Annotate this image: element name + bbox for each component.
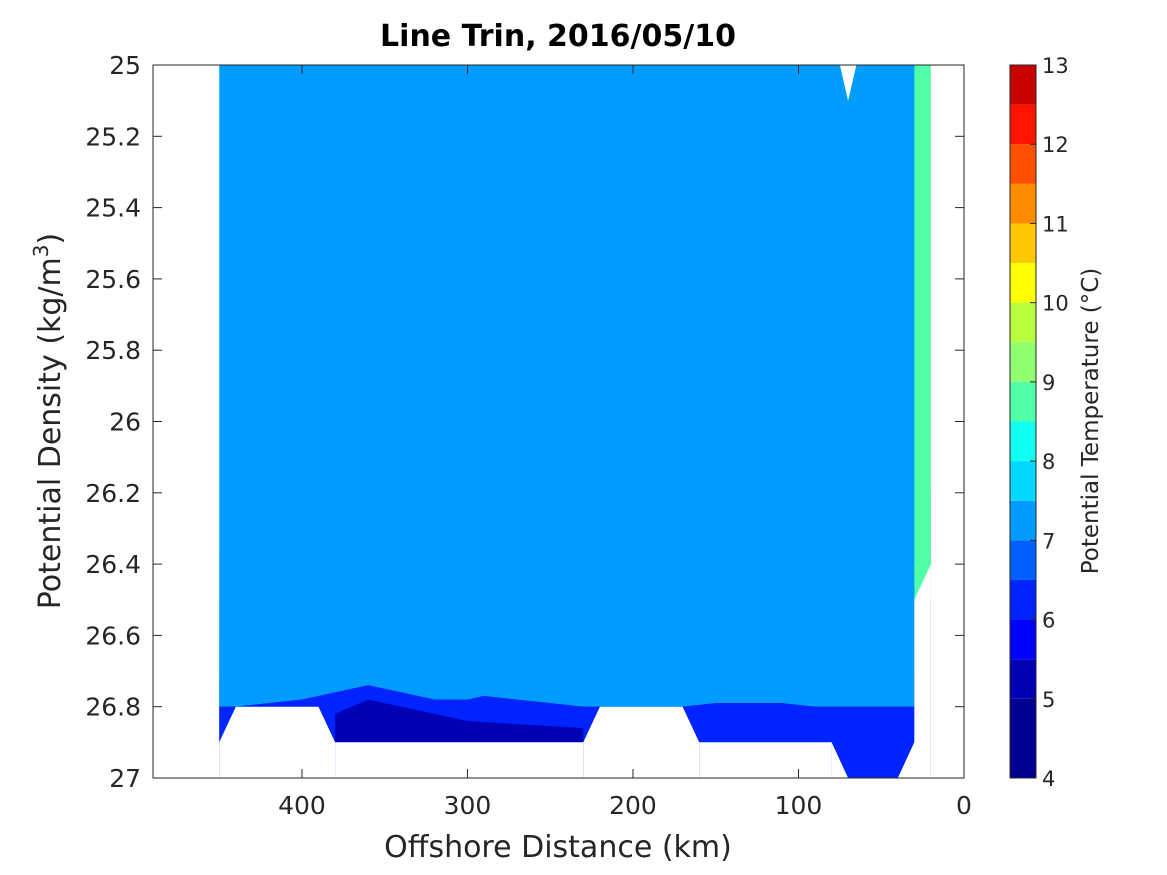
y-tick-label: 26.4	[85, 550, 141, 579]
colorbar-tick-label: 11	[1042, 212, 1069, 236]
masked-regions	[153, 65, 964, 778]
colorbar: 4 5 6 7 8 9 10 11 12 13 Potential Temperature (°C…	[1009, 54, 1104, 791]
y-axis: 25 25.2 25.4 25.6 25.8 26 26.2 26.4 26.6 26.8 27	[85, 51, 964, 793]
colorbar-swatch	[1010, 540, 1036, 580]
colorbar-tick-label: 8	[1042, 450, 1055, 474]
x-axis-label: Offshore Distance (km)	[384, 830, 732, 865]
chart-title: Line Trin, 2016/05/10	[380, 19, 736, 54]
colorbar-swatch	[1010, 223, 1036, 264]
y-tick-label: 27	[109, 764, 141, 793]
colorbar-swatch	[1010, 500, 1036, 541]
x-tick-label: 400	[278, 791, 326, 820]
colorbar-swatch	[1010, 342, 1036, 382]
colorbar-tick-label: 13	[1042, 54, 1069, 78]
colorbar-tick-label: 9	[1042, 371, 1055, 395]
plot-area	[153, 65, 964, 778]
y-tick-label: 25.8	[85, 336, 141, 365]
colorbar-tick-label: 10	[1042, 292, 1069, 316]
colorbar-tick-label: 5	[1042, 688, 1055, 712]
y-tick-label: 25	[109, 51, 141, 80]
y-tick-label: 26.8	[85, 693, 141, 722]
y-tick-label: 25.4	[85, 194, 141, 223]
colorbar-ticks: 4 5 6 7 8 9 10 11 12 13	[1030, 54, 1069, 791]
x-tick-label: 200	[609, 791, 657, 820]
y-axis-label-superscript: 3	[29, 244, 53, 257]
y-tick-label: 25.6	[85, 265, 141, 294]
y-tick-label: 26	[109, 408, 141, 437]
masked-region	[219, 706, 336, 778]
x-tick-label: 100	[775, 791, 823, 820]
y-tick-label: 25.2	[85, 122, 141, 151]
colorbar-label: Potential Temperature (°C)	[1078, 268, 1104, 575]
masked-region	[839, 65, 857, 101]
contour-bands	[153, 65, 964, 778]
colorbar-swatch	[1010, 263, 1036, 303]
masked-region	[831, 564, 931, 778]
colorbar-tick-label: 4	[1042, 767, 1055, 791]
y-tick-label: 26.6	[85, 621, 141, 650]
y-axis-label-close: )	[33, 233, 68, 245]
colorbar-swatch	[1010, 65, 1036, 105]
colorbar-swatch	[1010, 421, 1036, 462]
y-axis-label-main: Potential Density (kg/m	[33, 257, 68, 609]
colorbar-swatch	[1010, 698, 1036, 778]
colorbar-swatch	[1010, 144, 1036, 184]
masked-region	[153, 65, 220, 778]
colorbar-frame	[1009, 64, 1037, 779]
x-axis: 400 300 200 100 0	[278, 65, 972, 820]
colorbar-swatch	[1010, 302, 1036, 343]
colorbar-swatch	[1010, 619, 1036, 660]
colorbar-swatch	[1010, 461, 1036, 501]
colorbar-tick-label: 6	[1042, 609, 1055, 633]
colorbar-swatch	[1010, 183, 1036, 224]
masked-region	[699, 742, 832, 778]
colorbar-swatch	[1010, 104, 1036, 145]
masked-region	[335, 742, 584, 778]
y-axis-label: Potential Density (kg/m3)	[29, 233, 68, 609]
masked-region	[583, 706, 700, 778]
x-tick-label: 300	[444, 791, 492, 820]
colorbar-swatches	[1010, 65, 1036, 778]
x-tick-label: 0	[956, 791, 972, 820]
contour-band-6.5	[219, 65, 915, 707]
y-tick-label: 26.2	[85, 479, 141, 508]
colorbar-swatch	[1010, 579, 1036, 620]
colorbar-swatch	[1010, 659, 1036, 699]
masked-region	[930, 65, 964, 778]
colorbar-tick-label: 7	[1042, 529, 1055, 553]
colorbar-tick-label: 12	[1042, 133, 1069, 157]
colorbar-swatch	[1010, 381, 1036, 422]
